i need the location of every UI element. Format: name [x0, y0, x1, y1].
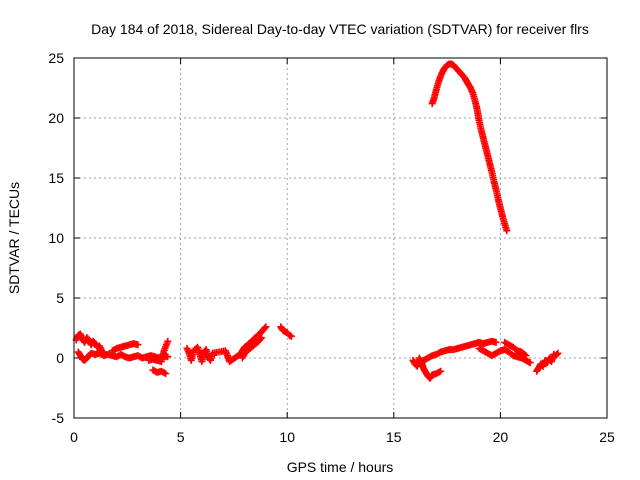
x-tick-label: 20	[493, 429, 509, 445]
data-point-dense	[261, 324, 269, 332]
x-tick-label: 0	[70, 429, 78, 445]
data-point-dense	[553, 350, 561, 358]
y-tick-label: 20	[48, 110, 64, 126]
y-tick-label: 5	[56, 290, 64, 306]
data-point	[503, 227, 511, 235]
x-tick-label: 5	[177, 429, 185, 445]
data-point	[287, 332, 295, 340]
data-point	[554, 349, 562, 357]
y-tick-label: 10	[48, 230, 64, 246]
y-tick-label: 15	[48, 170, 64, 186]
data-point	[526, 359, 534, 367]
data-point-dense	[160, 369, 168, 377]
data-point-dense	[525, 358, 533, 366]
data-point	[134, 341, 142, 349]
data-point-dense	[521, 350, 529, 358]
data-point	[522, 352, 530, 360]
y-tick-label: -5	[52, 410, 65, 426]
grid-lines	[74, 58, 607, 418]
x-tick-label: 25	[599, 429, 615, 445]
data-point	[437, 367, 445, 375]
data-point	[258, 334, 266, 342]
x-axis-label: GPS time / hours	[287, 459, 394, 475]
y-tick-label: 25	[48, 50, 64, 66]
y-axis-label: SDTVAR / TECUs	[6, 182, 22, 294]
data-point	[164, 337, 172, 345]
chart-title: Day 184 of 2018, Sidereal Day-to-day VTE…	[91, 21, 589, 37]
tick-labels: 0 5 10 15 20 25 -5 0 5 10 15 20 25	[48, 50, 615, 445]
data-point	[492, 338, 500, 346]
x-tick-label: 15	[386, 429, 402, 445]
plot-frame	[73, 57, 608, 419]
data-point-dense	[257, 335, 265, 343]
data-point	[164, 353, 172, 361]
y-tick-label: 0	[56, 350, 64, 366]
data-point	[162, 370, 170, 378]
x-tick-label: 10	[279, 429, 295, 445]
data-points	[72, 60, 562, 382]
data-point-dense	[435, 368, 443, 376]
data-point	[262, 323, 270, 331]
